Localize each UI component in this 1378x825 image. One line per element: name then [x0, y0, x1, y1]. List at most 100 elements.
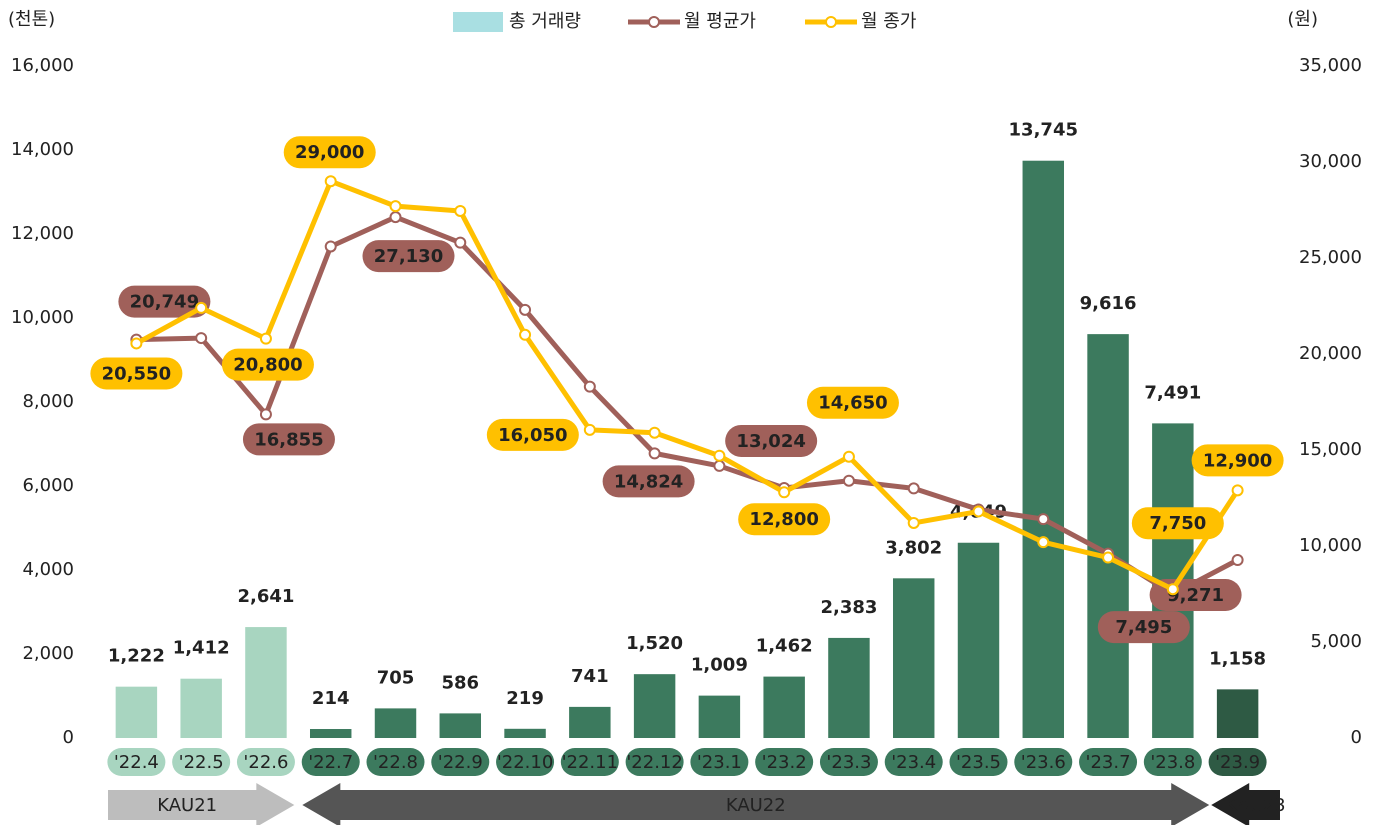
line-value-label: 16,855 [254, 429, 323, 450]
value-label-pill [242, 423, 335, 456]
x-tick-pill [625, 748, 684, 776]
x-tick-label: '22.10 [497, 752, 553, 773]
line-marker [259, 332, 272, 345]
x-tick-label: '22.9 [438, 752, 483, 773]
period-arrow [1211, 783, 1280, 825]
x-tick-label: '23.3 [826, 752, 871, 773]
line-marker [1231, 484, 1244, 497]
x-tick-label: '23.6 [1021, 752, 1066, 773]
line-value-label: 13,024 [736, 431, 805, 452]
value-label-pill [90, 357, 183, 390]
bar [633, 674, 676, 738]
line-marker [389, 200, 402, 213]
value-label-pill [725, 424, 818, 457]
x-tick-pill [431, 748, 490, 776]
line-marker [1037, 536, 1050, 549]
value-label-pill [118, 285, 211, 318]
period-label: KAU21 [157, 795, 217, 816]
bar [180, 678, 222, 738]
bar [763, 676, 805, 738]
bar-value-label: 1,222 [108, 646, 165, 667]
line-marker [648, 426, 661, 439]
y-tick-label: 16,000 [11, 55, 74, 76]
line-marker [1166, 583, 1179, 596]
x-tick-pill [755, 748, 814, 776]
x-tick-label: '22.7 [308, 752, 353, 773]
y-tick-label: 0 [63, 727, 74, 748]
x-tick-label: '23.1 [697, 752, 742, 773]
x-tick-label: '23.9 [1215, 752, 1260, 773]
x-tick-label: '23.8 [1150, 752, 1195, 773]
bar-value-label: 1,009 [691, 655, 748, 676]
y-tick-label: 2,000 [22, 643, 74, 664]
bar-value-label: 2,383 [820, 597, 877, 618]
line-marker [1037, 513, 1050, 526]
line-marker [972, 505, 985, 518]
bar [1216, 689, 1259, 738]
line-marker [907, 516, 920, 529]
x-tick-pill [884, 748, 943, 776]
y2-axis-label: (원) [1287, 9, 1318, 30]
line-value-label: 20,749 [130, 292, 199, 313]
x-tick-pill [301, 748, 360, 776]
bar-value-label: 2,641 [237, 586, 294, 607]
line-marker [1102, 551, 1115, 564]
value-label-pill [602, 465, 695, 498]
line-marker [583, 423, 596, 436]
line-marker [324, 240, 337, 253]
line-value-label: 20,550 [102, 363, 171, 384]
line-marker [324, 175, 337, 188]
x-tick-label: '22.5 [179, 752, 224, 773]
x-tick-pill [366, 748, 425, 776]
legend-swatch [453, 12, 503, 32]
line-marker [519, 328, 532, 341]
line-marker [842, 474, 855, 487]
legend-label: 월 평균가 [684, 11, 756, 32]
period-label: KAU23 [1226, 795, 1286, 816]
line-value-label: 9,271 [1167, 585, 1224, 606]
legend-marker [648, 16, 660, 28]
value-label-pill [738, 503, 831, 536]
x-tick-label: '22.11 [562, 752, 618, 773]
y2-tick-label: 30,000 [1299, 151, 1362, 172]
x-tick-pill [560, 748, 619, 776]
x-tick-pill [819, 748, 878, 776]
line-value-label: 27,130 [374, 246, 443, 267]
bar [892, 578, 935, 738]
bar [374, 708, 417, 738]
y2-tick-label: 15,000 [1299, 439, 1362, 460]
line-marker [713, 449, 726, 462]
x-tick-label: '23.5 [956, 752, 1001, 773]
x-tick-label: '22.12 [626, 752, 682, 773]
bar [115, 686, 158, 738]
line-marker [519, 303, 532, 316]
bar-value-label: 705 [377, 667, 415, 688]
value-label-pill [283, 136, 376, 169]
bar [245, 627, 287, 738]
x-tick-pill [1079, 748, 1138, 776]
period-label: KAU22 [726, 795, 786, 816]
bar-value-label: 1,412 [173, 638, 230, 659]
y2-tick-label: 0 [1351, 727, 1362, 748]
bar [957, 542, 1000, 738]
value-label-pill [806, 386, 899, 419]
line [136, 214, 1239, 597]
bar-value-label: 219 [506, 688, 544, 709]
bar [569, 706, 611, 738]
bar-value-label: 214 [312, 688, 350, 709]
line-marker [259, 408, 272, 421]
line-value-label: 7,495 [1115, 617, 1172, 638]
legend-marker [825, 16, 837, 28]
line-marker [907, 482, 920, 495]
line-marker [713, 459, 726, 472]
x-tick-pill [496, 748, 555, 776]
line-value-label: 7,750 [1149, 513, 1206, 534]
line-value-label: 12,800 [749, 509, 818, 530]
x-tick-label: '22.4 [114, 752, 159, 773]
bar [1087, 334, 1129, 738]
line-value-label: 20,800 [233, 355, 302, 376]
y2-tick-label: 10,000 [1299, 535, 1362, 556]
y2-tick-label: 25,000 [1299, 247, 1362, 268]
value-label-pill [1131, 507, 1224, 540]
line-marker [454, 236, 467, 249]
